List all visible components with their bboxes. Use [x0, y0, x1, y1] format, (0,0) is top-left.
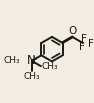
Text: O: O	[69, 26, 77, 36]
Text: F: F	[81, 34, 86, 44]
Text: CH₃: CH₃	[3, 56, 20, 65]
Text: N: N	[27, 54, 36, 67]
Text: +: +	[30, 55, 36, 64]
Text: CH₃: CH₃	[23, 72, 40, 81]
Text: F: F	[79, 42, 85, 52]
Text: CH₃: CH₃	[42, 62, 58, 71]
Text: F: F	[88, 39, 93, 49]
